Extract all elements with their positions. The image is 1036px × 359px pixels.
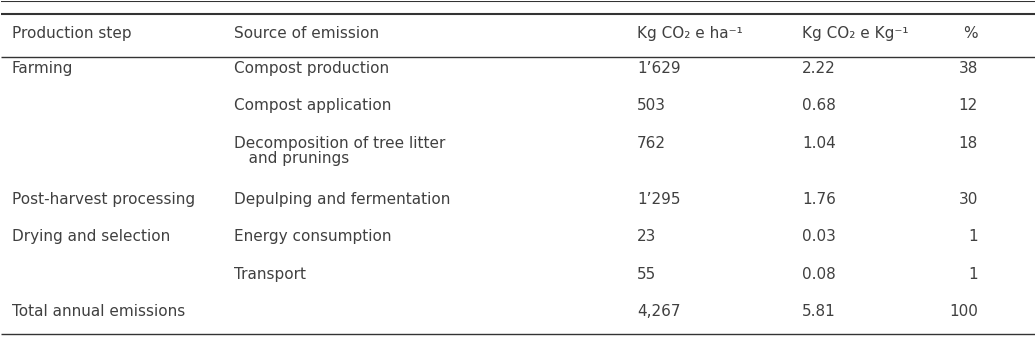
Text: 503: 503 [637, 98, 666, 113]
Text: 2.22: 2.22 [802, 61, 836, 76]
Text: 1: 1 [969, 229, 978, 244]
Text: Total annual emissions: Total annual emissions [11, 304, 185, 319]
Text: 0.03: 0.03 [802, 229, 836, 244]
Text: 0.68: 0.68 [802, 98, 836, 113]
Text: Compost application: Compost application [234, 98, 392, 113]
Text: Farming: Farming [11, 61, 74, 76]
Text: Drying and selection: Drying and selection [11, 229, 170, 244]
Text: 23: 23 [637, 229, 656, 244]
Text: 55: 55 [637, 267, 656, 282]
Text: 0.08: 0.08 [802, 267, 836, 282]
Text: 5.81: 5.81 [802, 304, 836, 319]
Text: Production step: Production step [11, 26, 132, 41]
Text: 1’629: 1’629 [637, 61, 681, 76]
Text: 1’295: 1’295 [637, 192, 681, 207]
Text: 762: 762 [637, 136, 666, 151]
Text: 30: 30 [958, 192, 978, 207]
Text: 4,267: 4,267 [637, 304, 681, 319]
Text: 38: 38 [958, 61, 978, 76]
Text: 1.76: 1.76 [802, 192, 836, 207]
Text: Transport: Transport [234, 267, 306, 282]
Text: Decomposition of tree litter: Decomposition of tree litter [234, 136, 445, 151]
Text: Depulping and fermentation: Depulping and fermentation [234, 192, 451, 207]
Text: Source of emission: Source of emission [234, 26, 379, 41]
Text: 100: 100 [949, 304, 978, 319]
Text: 1: 1 [969, 267, 978, 282]
Text: 18: 18 [958, 136, 978, 151]
Text: 12: 12 [958, 98, 978, 113]
Text: %: % [963, 26, 978, 41]
Text: 1.04: 1.04 [802, 136, 836, 151]
Text: Post-harvest processing: Post-harvest processing [11, 192, 195, 207]
Text: Energy consumption: Energy consumption [234, 229, 392, 244]
Text: Kg CO₂ e Kg⁻¹: Kg CO₂ e Kg⁻¹ [802, 26, 909, 41]
Text: Kg CO₂ e ha⁻¹: Kg CO₂ e ha⁻¹ [637, 26, 743, 41]
Text: and prunings: and prunings [234, 151, 349, 166]
Text: Compost production: Compost production [234, 61, 388, 76]
